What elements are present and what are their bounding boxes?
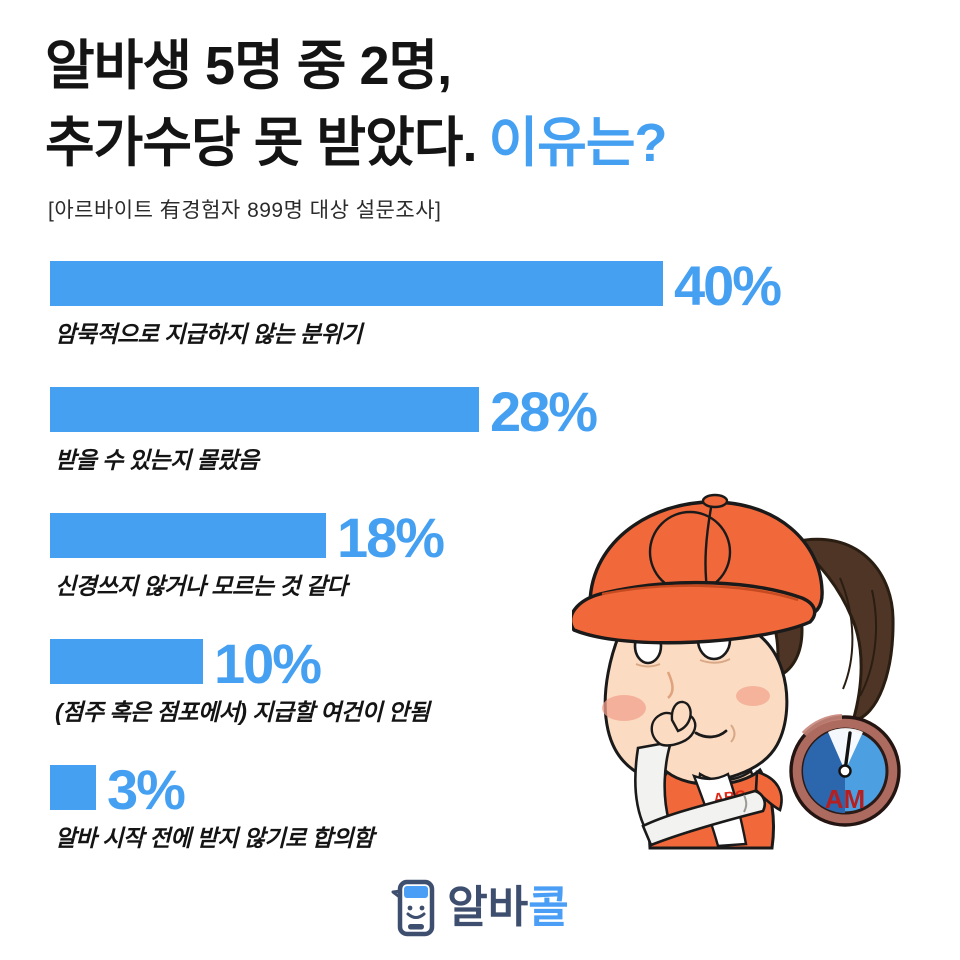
title-highlight: 이유는? — [488, 113, 667, 173]
mouth-crease — [730, 724, 736, 743]
thinking-girl-illustration: ABC AM — [572, 493, 901, 850]
bar-value-label: 3% — [107, 757, 186, 821]
bar — [50, 765, 96, 810]
blush — [736, 686, 770, 706]
bar — [50, 261, 663, 306]
title-line2: 추가수당 못 받았다. — [45, 113, 477, 173]
bar-chart: 40% 암묵적으로 지급하지 않는 분위기 28% 받을 수 있는지 몰랐음 1… — [50, 253, 810, 891]
survey-subtitle: [아르바이트 有경험자 899명 대상 설문조사] — [48, 199, 442, 222]
bar-category-label: 암묵적으로 지급하지 않는 분위기 — [55, 321, 362, 347]
bar-value-label: 40% — [674, 253, 782, 317]
bar — [50, 387, 479, 432]
bar-value-label: 18% — [337, 505, 445, 569]
bar-category-label: 알바 시작 전에 받지 않기로 합의함 — [55, 825, 374, 851]
mouth — [694, 729, 728, 739]
bar-row: 28% 받을 수 있는지 몰랐음 — [50, 379, 810, 513]
orange-cap — [572, 493, 824, 645]
eye-bag — [699, 658, 731, 664]
cuff-line — [743, 794, 748, 813]
albacall-logo: 알바콜 — [0, 876, 960, 940]
page-title: 알바생 5명 중 2명, 추가수당 못 받았다. 이유는? — [45, 28, 667, 182]
bar-row: 3% 알바 시작 전에 받지 않기로 합의함 — [50, 757, 810, 891]
bar-category-label: 신경쓰지 않거나 모르는 것 같다 — [55, 573, 348, 599]
bar — [50, 513, 326, 558]
crossed-arm-sleeve — [641, 789, 767, 847]
title-line1: 알바생 5명 중 2명, — [45, 36, 452, 96]
am-clock-icon: AM — [789, 714, 901, 827]
bar-value-label: 28% — [490, 379, 598, 443]
bar-row: 18% 신경쓰지 않거나 모르는 것 같다 — [50, 505, 810, 639]
bar — [50, 639, 203, 684]
bar-category-label: (점주 혹은 점포에서) 지급할 여건이 안됨 — [55, 699, 430, 725]
white-sleeve-arm — [634, 740, 673, 828]
phone-smiley-icon — [391, 879, 435, 937]
bar-row: 40% 암묵적으로 지급하지 않는 분위기 — [50, 253, 810, 387]
bar-row: 10% (점주 혹은 점포에서) 지급할 여건이 안됨 — [50, 631, 810, 765]
clock-am-text: AM — [825, 784, 865, 814]
blush — [602, 695, 646, 721]
logo-text-blue: 콜 — [528, 883, 569, 932]
bar-category-label: 받을 수 있는지 몰랐음 — [55, 447, 259, 473]
bar-value-label: 10% — [214, 631, 322, 695]
logo-text: 알바콜 — [447, 886, 568, 930]
nose — [666, 671, 674, 699]
eye-bag — [635, 663, 661, 668]
logo-text-dark: 알바 — [447, 883, 529, 932]
thinking-hand — [650, 700, 697, 747]
